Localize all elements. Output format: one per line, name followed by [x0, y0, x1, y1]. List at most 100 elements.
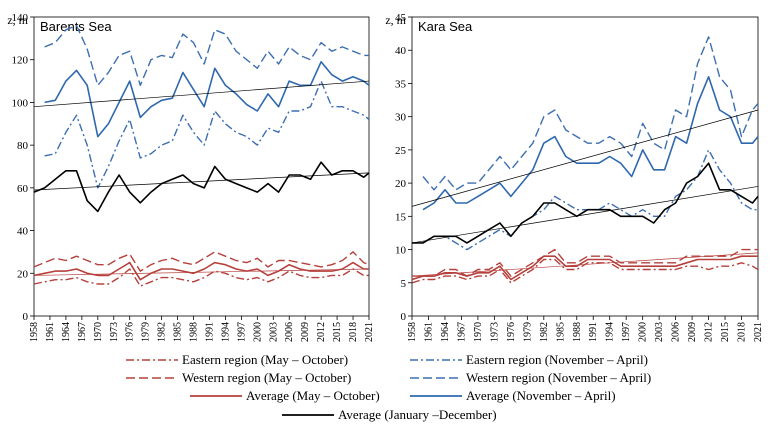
x-tick-label: 1970: [93, 322, 104, 342]
x-tick-label: 1967: [456, 322, 467, 342]
trend-line: [33, 268, 370, 276]
x-tick-label: 2003: [654, 322, 665, 342]
x-tick-label: 2006: [671, 322, 682, 342]
x-tick-label: 2012: [316, 322, 327, 342]
trend-line: [411, 252, 759, 277]
x-tick-label: 1997: [621, 322, 632, 342]
x-tick-label: 2015: [332, 322, 343, 342]
legend-item-western-may-oct: Western region (May – October): [126, 370, 351, 385]
series-line: [44, 60, 370, 138]
kara-chart: 0 5 10 15 20 25 30 35 40 45 1958 1961 1964 1967 1970 19…: [385, 12, 764, 342]
series-line: [44, 80, 370, 189]
y-tick-label: 25: [395, 145, 407, 157]
x-tick-label: 2018: [348, 322, 359, 342]
y-tick-label: 40: [17, 226, 29, 238]
x-tick-label: 2012: [704, 322, 715, 342]
legend-label: Eastern region (May – October): [182, 352, 348, 367]
legend-label: Average (November – April): [466, 388, 616, 403]
legend-item-eastern-may-oct: Eastern region (May – October): [126, 352, 348, 367]
x-tick-label: 2003: [268, 322, 279, 342]
x-tick-label: 2015: [720, 322, 731, 342]
y-tick-label: 15: [395, 211, 407, 223]
series-line: [44, 24, 369, 87]
x-tick-label: 1970: [473, 322, 484, 342]
plot-area: [33, 16, 370, 317]
series-line: [412, 162, 759, 244]
series-line: [33, 251, 370, 272]
x-tick-label: 1988: [189, 322, 200, 342]
legend-item-average-nov-apr: Average (November – April): [410, 388, 616, 403]
x-tick-label: 1997: [236, 322, 247, 342]
legend-label: Average (May – October): [246, 388, 380, 403]
x-tick-label: 2000: [638, 322, 649, 342]
x-tick-label: 1991: [204, 322, 215, 342]
x-tick-label: 1961: [423, 322, 434, 342]
legend-item-eastern-nov-apr: Eastern region (November – April): [410, 352, 648, 367]
x-tick-label: 1988: [572, 322, 583, 342]
x-tick-label: 1961: [45, 322, 56, 342]
y-tick-label: 140: [12, 12, 29, 24]
y-tick-label: 20: [17, 268, 29, 280]
x-tick-label: 1976: [125, 322, 136, 342]
legend-item-average-may-oct: Average (May – October): [190, 388, 380, 403]
series-line: [33, 161, 370, 213]
legend-item-average-jan-dec: Average (January –December): [282, 407, 497, 422]
x-tick-label: 1973: [489, 322, 500, 342]
x-tick-label: 2009: [300, 322, 311, 342]
chart-title: Barents Sea: [40, 19, 112, 34]
trend-line: [411, 186, 759, 244]
trend-line: [33, 172, 370, 191]
x-tick-label: 1994: [220, 322, 231, 342]
x-tick-label: 1964: [440, 322, 451, 342]
series-line: [33, 268, 369, 287]
x-tick-label: 1976: [506, 322, 517, 342]
chart-title: Kara Sea: [418, 19, 473, 34]
series-line: [411, 258, 759, 284]
y-tick-label: 80: [17, 140, 29, 152]
x-tick-label: 1994: [605, 322, 616, 342]
legend-item-western-nov-apr: Western region (November – April): [410, 370, 651, 385]
plot-area: [411, 16, 759, 317]
barents-chart: 0 20 40 60 80 100 120 140 1958 1961 1964 1967 1970 19…: [7, 12, 375, 342]
y-tick-label: 100: [12, 97, 29, 109]
y-tick-label: 30: [395, 112, 407, 124]
x-tick-label: 1958: [29, 322, 40, 342]
y-tick-label: 40: [395, 45, 407, 57]
x-tick-label: 1982: [539, 322, 550, 342]
y-axis-label: z, m: [385, 13, 406, 27]
y-tick-label: 60: [17, 183, 29, 195]
y-tick-label: 45: [395, 12, 407, 24]
x-tick-label: 1985: [555, 322, 566, 342]
series-line: [412, 248, 758, 277]
x-tick-label: 1979: [522, 322, 533, 342]
x-tick-label: 2006: [284, 322, 295, 342]
x-tick-label: 1982: [157, 322, 168, 342]
trend-line: [33, 80, 370, 108]
y-tick-label: 35: [395, 78, 407, 90]
x-tick-label: 1967: [77, 322, 88, 342]
series-line: [422, 36, 759, 191]
series-line: [411, 255, 758, 281]
series-line: [422, 76, 759, 211]
y-tick-label: 0: [401, 311, 407, 323]
x-tick-label: 1958: [407, 322, 418, 342]
x-tick-label: 2018: [737, 322, 748, 342]
x-tick-label: 2021: [364, 322, 375, 342]
x-tick-label: 2000: [252, 322, 263, 342]
x-tick-label: 1991: [588, 322, 599, 342]
x-tick-label: 1973: [109, 322, 120, 342]
y-tick-label: 10: [395, 245, 407, 257]
legend: Eastern region (May – October) Eastern r…: [126, 352, 651, 422]
legend-label: Western region (November – April): [466, 370, 651, 385]
x-tick-label: 1964: [61, 322, 72, 342]
x-tick-label: 2009: [687, 322, 698, 342]
trend-line: [411, 109, 759, 207]
x-tick-label: 1979: [141, 322, 152, 342]
y-tick-label: 5: [401, 278, 407, 290]
y-tick-label: 0: [23, 311, 29, 323]
y-tick-label: 120: [12, 55, 29, 67]
x-tick-label: 1985: [173, 322, 184, 342]
legend-label: Western region (May – October): [182, 370, 351, 385]
y-axis-label: z, m: [7, 13, 28, 27]
